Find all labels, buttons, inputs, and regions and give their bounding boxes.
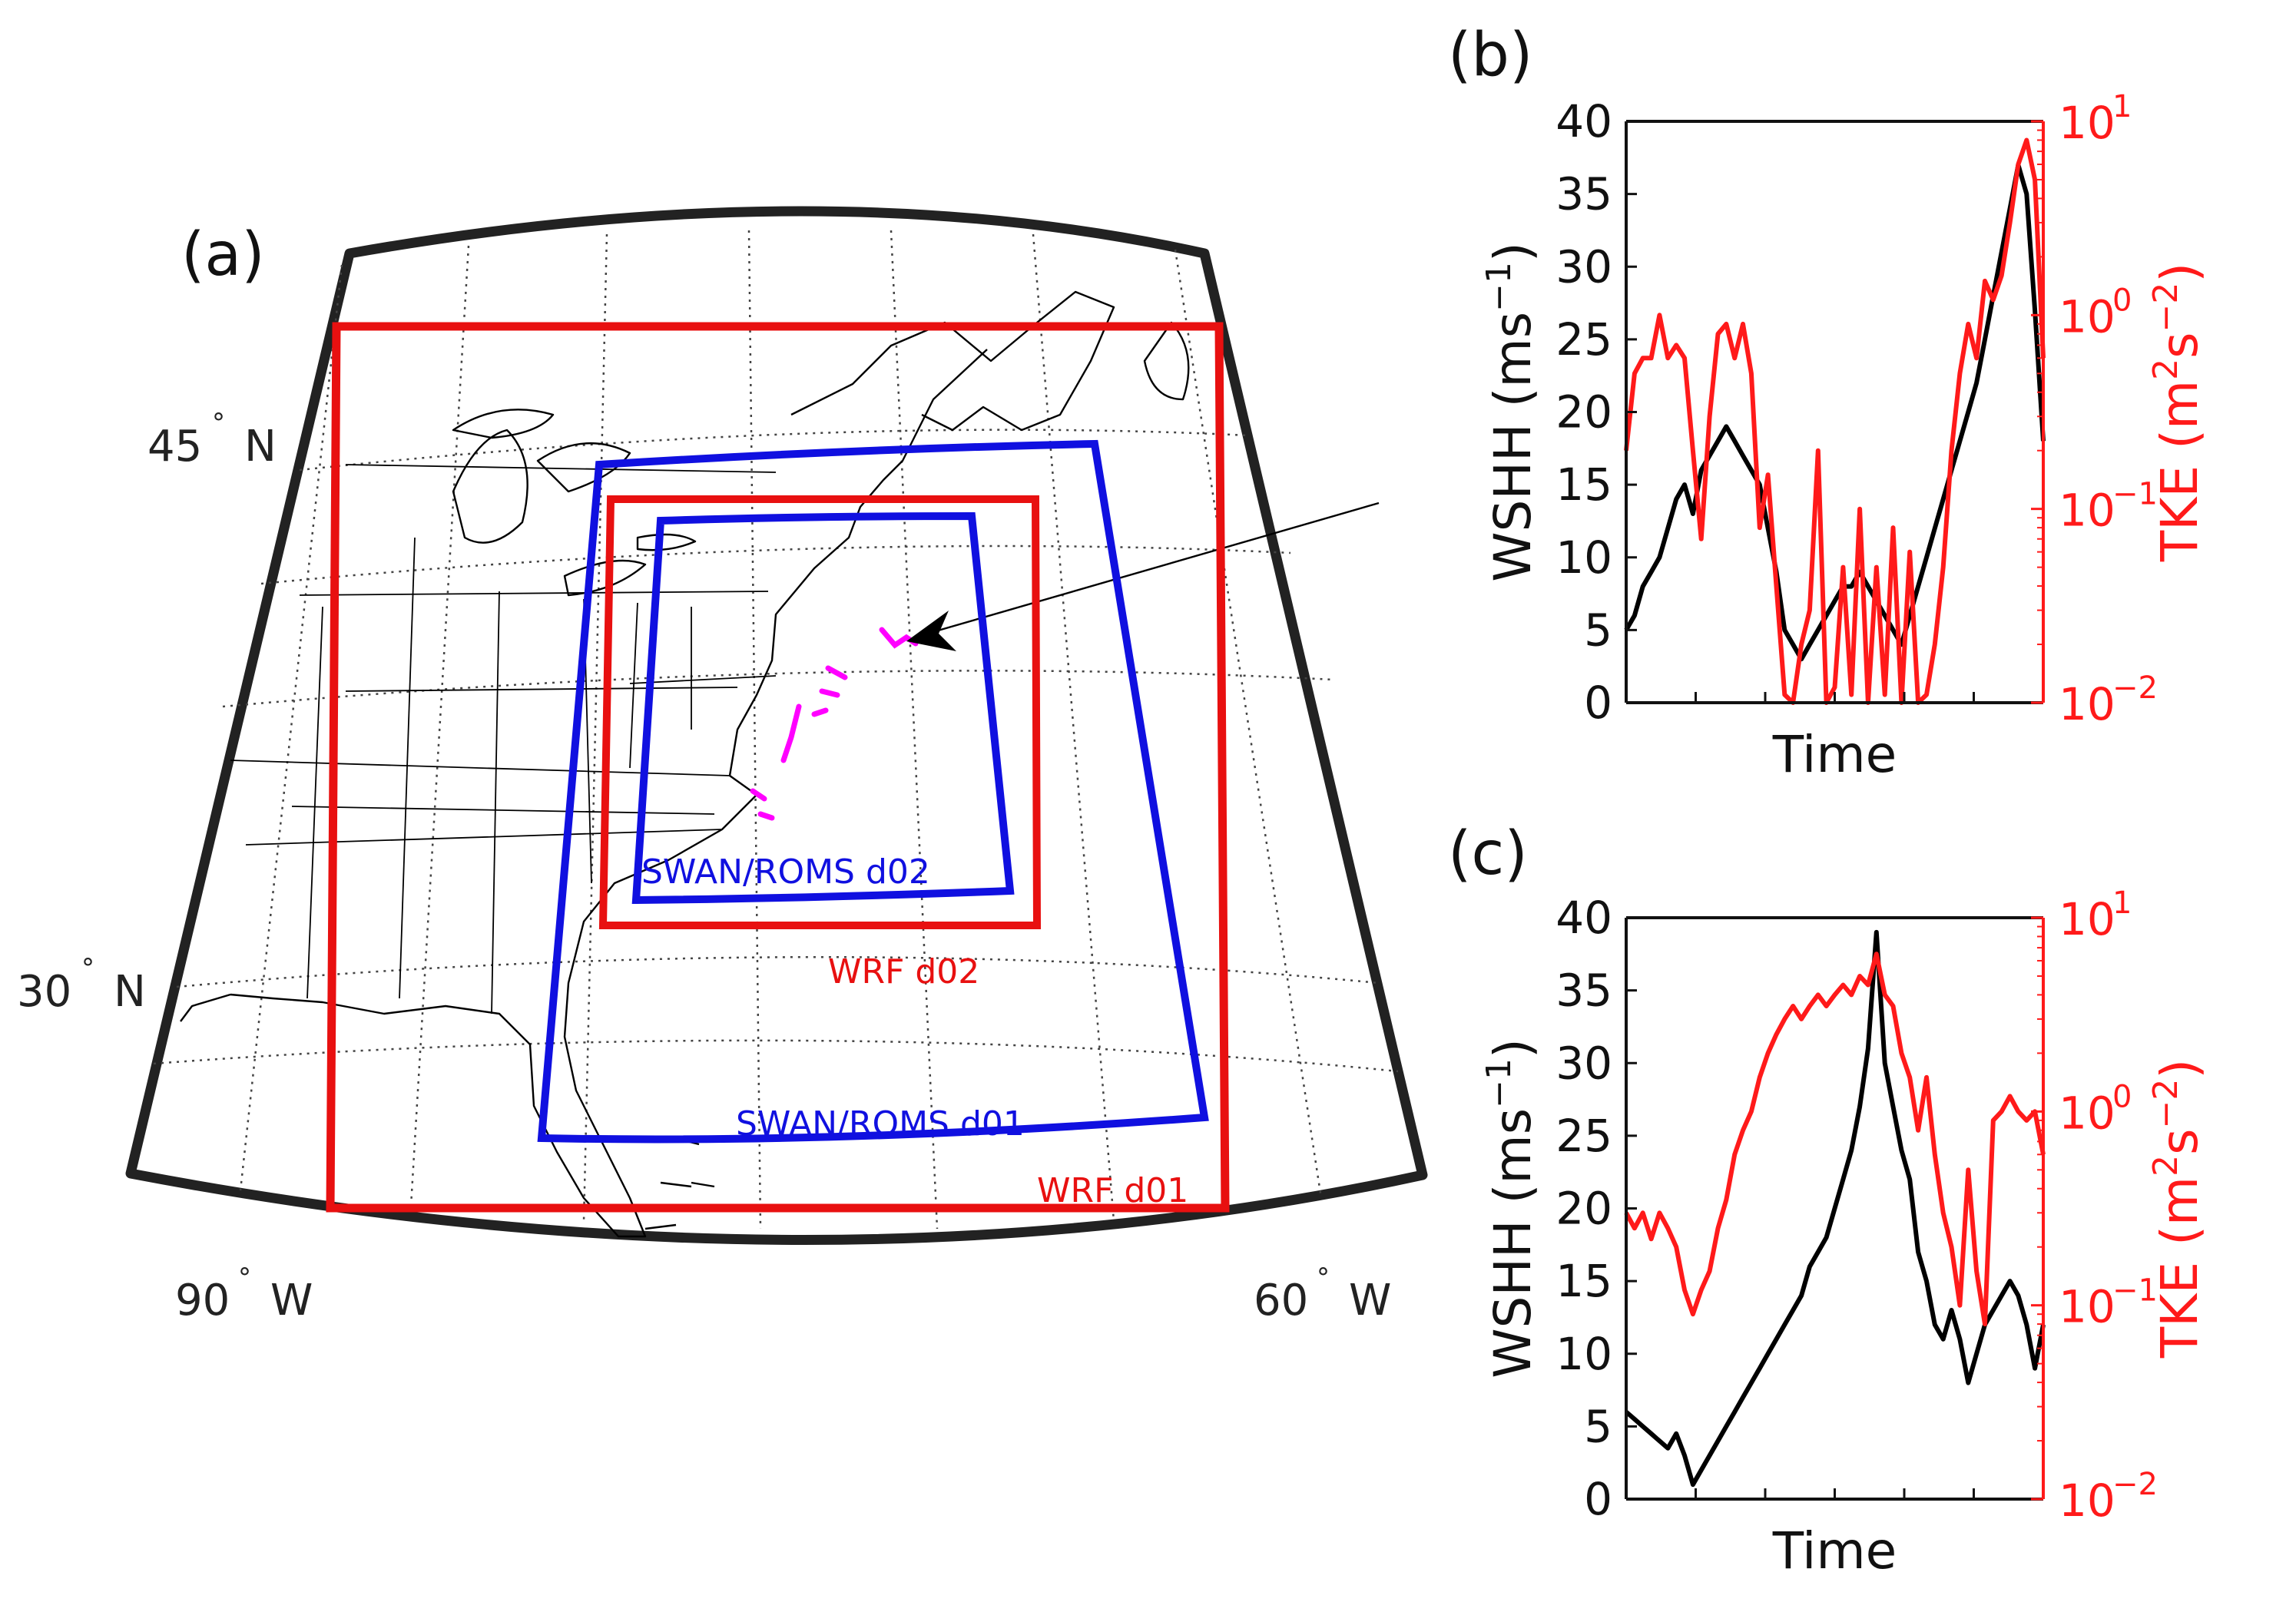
meridian-60w [1174, 249, 1323, 1199]
series-wshh-line [1625, 929, 2046, 1488]
canada-coast [790, 290, 1115, 432]
domain-label-swan-roms-d02: SWAN/ROMS d02 [641, 852, 930, 892]
florida-keys [644, 1181, 692, 1230]
meridian-90w [239, 264, 343, 1191]
x-axis-label: Time [1772, 1521, 1897, 1580]
wrf-d02-box [598, 495, 1042, 929]
wrf-d01-box [326, 322, 1230, 1213]
svg-text:W: W [270, 1276, 313, 1326]
svg-text:30: 30 [17, 967, 71, 1017]
svg-text:N: N [114, 967, 146, 1017]
svg-text:45: 45 [147, 422, 202, 472]
meridian-75w [747, 230, 762, 1230]
svg-text:°: ° [238, 1263, 251, 1293]
lat-label-45n: 45 ° N [147, 408, 277, 472]
panel-b-label: (b) [1448, 21, 1532, 90]
y-tick-label-right-exp: 0 [2112, 283, 2132, 318]
y-tick-label-left: 5 [1584, 1400, 1612, 1452]
y-tick-label-right-exp: 1 [2112, 885, 2132, 921]
svg-text:60: 60 [1254, 1276, 1308, 1326]
domain-label-swan-roms-d01: SWAN/ROMS d01 [736, 1104, 1025, 1144]
panel-b-chart: (b) 051015202530354010−210−1100101TimeWS… [1448, 21, 2209, 784]
y-tick-label-right-exp: −1 [2112, 477, 2158, 512]
x-axis-label: Time [1772, 725, 1897, 784]
meridian-65w [1032, 233, 1115, 1222]
svg-text:°: ° [212, 408, 225, 439]
y-axis-label-right: TKE (m2s−2) [2146, 1059, 2209, 1359]
panel-a-label: (a) [181, 220, 265, 290]
y-tick-label-right: 10 [2059, 485, 2115, 537]
lat-label-30n: 30 ° N [17, 953, 146, 1017]
swan-roms-d01-box [537, 439, 1209, 1144]
meridian-70w [890, 230, 939, 1230]
y-tick-label-right: 10 [2059, 97, 2115, 149]
y-tick-label-left: 15 [1556, 1255, 1612, 1307]
y-tick-label-left: 0 [1584, 677, 1612, 729]
y-tick-label-right: 10 [2059, 1475, 2115, 1527]
y-tick-label-left: 20 [1556, 386, 1612, 439]
y-tick-label-right: 10 [2059, 893, 2115, 945]
y-tick-label-left: 5 [1584, 604, 1612, 656]
parallel-25n [153, 1039, 1399, 1073]
y-tick-label-left: 25 [1556, 313, 1612, 366]
meridian-85w [409, 245, 470, 1206]
parallel-35n [222, 670, 1334, 708]
panel-c-label: (c) [1448, 819, 1528, 889]
y-tick-label-right-exp: 1 [2112, 89, 2132, 124]
y-tick-label-left: 35 [1556, 168, 1612, 220]
parallel-45n [299, 429, 1249, 472]
pointer-arrow [906, 501, 1380, 651]
y-tick-label-right-exp: −2 [2112, 670, 2158, 706]
y-tick-label-right: 10 [2059, 290, 2115, 343]
gulf-coast-east [180, 993, 231, 1022]
y-tick-label-left: 10 [1556, 531, 1612, 584]
series-tke-line [1624, 137, 2046, 705]
domain-boxes [326, 322, 1230, 1213]
y-tick-label-left: 30 [1556, 240, 1612, 293]
y-tick-label-left: 25 [1556, 1110, 1612, 1162]
panel-a-map: (a) [17, 206, 1428, 1326]
lon-label-90w: 90 ° W [175, 1263, 313, 1326]
lon-label-60w: 60 ° W [1254, 1263, 1391, 1326]
y-tick-label-left: 10 [1556, 1328, 1612, 1380]
graticule [153, 230, 1399, 1230]
domain-label-wrf-d02: WRF d02 [828, 952, 979, 991]
parallel-30n [176, 955, 1380, 988]
svg-text:W: W [1349, 1276, 1391, 1326]
y-tick-label-right: 10 [2059, 1087, 2115, 1139]
y-tick-label-left: 35 [1556, 965, 1612, 1017]
y-tick-label-right-exp: 0 [2112, 1079, 2132, 1114]
bahamas [668, 1135, 715, 1188]
meridian-80w [582, 233, 608, 1222]
storm-track [750, 627, 919, 821]
svg-text:°: ° [1317, 1263, 1330, 1293]
y-tick-label-left: 40 [1556, 892, 1612, 944]
panel-c-chart: (c) 051015202530354010−210−1100101TimeWS… [1448, 819, 2209, 1580]
parallel-40n [260, 544, 1291, 585]
y-tick-label-left: 15 [1556, 458, 1612, 511]
domain-label-wrf-d01: WRF d01 [1037, 1171, 1188, 1210]
y-tick-label-right-exp: −1 [2112, 1273, 2158, 1309]
y-axis-label-left: WSHH (ms−1) [1479, 1038, 1542, 1378]
y-tick-label-right-exp: −2 [2112, 1467, 2158, 1502]
map-frame [125, 206, 1428, 1245]
svg-text:90: 90 [175, 1276, 230, 1326]
y-tick-label-left: 0 [1584, 1473, 1612, 1525]
y-tick-label-right: 10 [2059, 1281, 2115, 1333]
y-axis-label-right: TKE (m2s−2) [2146, 263, 2209, 562]
y-tick-label-left: 40 [1556, 95, 1612, 147]
y-axis-label-left: WSHH (ms−1) [1479, 242, 1542, 581]
y-tick-label-left: 20 [1556, 1183, 1612, 1235]
y-tick-label-right: 10 [2059, 678, 2115, 730]
newfoundland [1143, 321, 1190, 401]
svg-text:N: N [244, 422, 277, 472]
swan-roms-d02-box [631, 511, 1015, 905]
svg-text:°: ° [81, 953, 94, 984]
y-tick-label-left: 30 [1556, 1037, 1612, 1089]
state-borders [230, 464, 777, 1014]
series-tke-line [1624, 952, 2046, 1327]
atlantic-coastline [230, 349, 988, 1238]
